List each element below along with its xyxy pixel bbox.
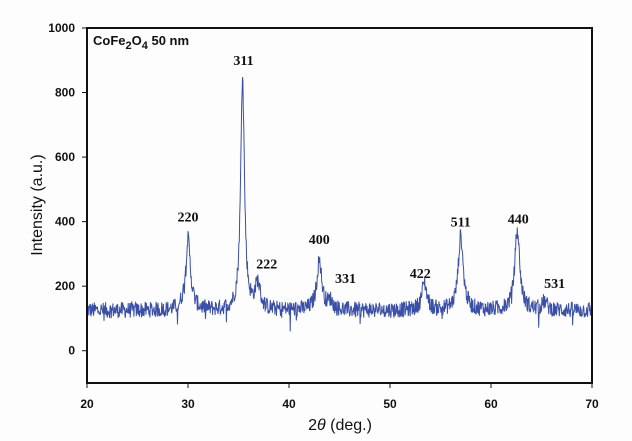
x-tick-label: 40	[282, 397, 296, 411]
x-axis-label: 2θ (deg.)	[308, 417, 372, 434]
peak-label-440: 440	[508, 212, 529, 227]
peak-labels: 220 311 222 400 331 422 511 440 531	[178, 54, 566, 292]
peak-label-311: 311	[233, 54, 253, 69]
xrd-spectrum-line	[86, 77, 593, 332]
y-axis-label: Intensity (a.u.)	[29, 154, 46, 255]
sample-label: CoFe2O4 50 nm	[93, 33, 189, 52]
x-tick-label: 70	[585, 397, 599, 411]
x-tick-label: 20	[80, 397, 94, 411]
y-axis-ticks: 0 200 400 600 800 1000	[48, 21, 87, 358]
x-tick-label: 50	[383, 397, 397, 411]
x-tick-label: 60	[484, 397, 498, 411]
y-tick-label: 600	[55, 150, 75, 164]
peak-label-222: 222	[256, 257, 277, 272]
peak-label-400: 400	[309, 233, 330, 248]
y-tick-label: 1000	[48, 21, 75, 35]
y-tick-label: 200	[55, 279, 75, 293]
peak-label-531: 531	[544, 277, 565, 292]
plot-frame	[86, 27, 593, 384]
y-tick-label: 0	[68, 344, 75, 358]
peak-label-422: 422	[410, 267, 431, 282]
x-tick-label: 30	[181, 397, 195, 411]
peak-label-331: 331	[335, 272, 356, 287]
peak-label-220: 220	[178, 211, 199, 226]
peak-label-511: 511	[451, 215, 471, 230]
x-axis-ticks: 20 30 40 50 60 70	[80, 383, 599, 411]
y-tick-label: 400	[55, 215, 75, 229]
y-tick-label: 800	[55, 86, 75, 100]
